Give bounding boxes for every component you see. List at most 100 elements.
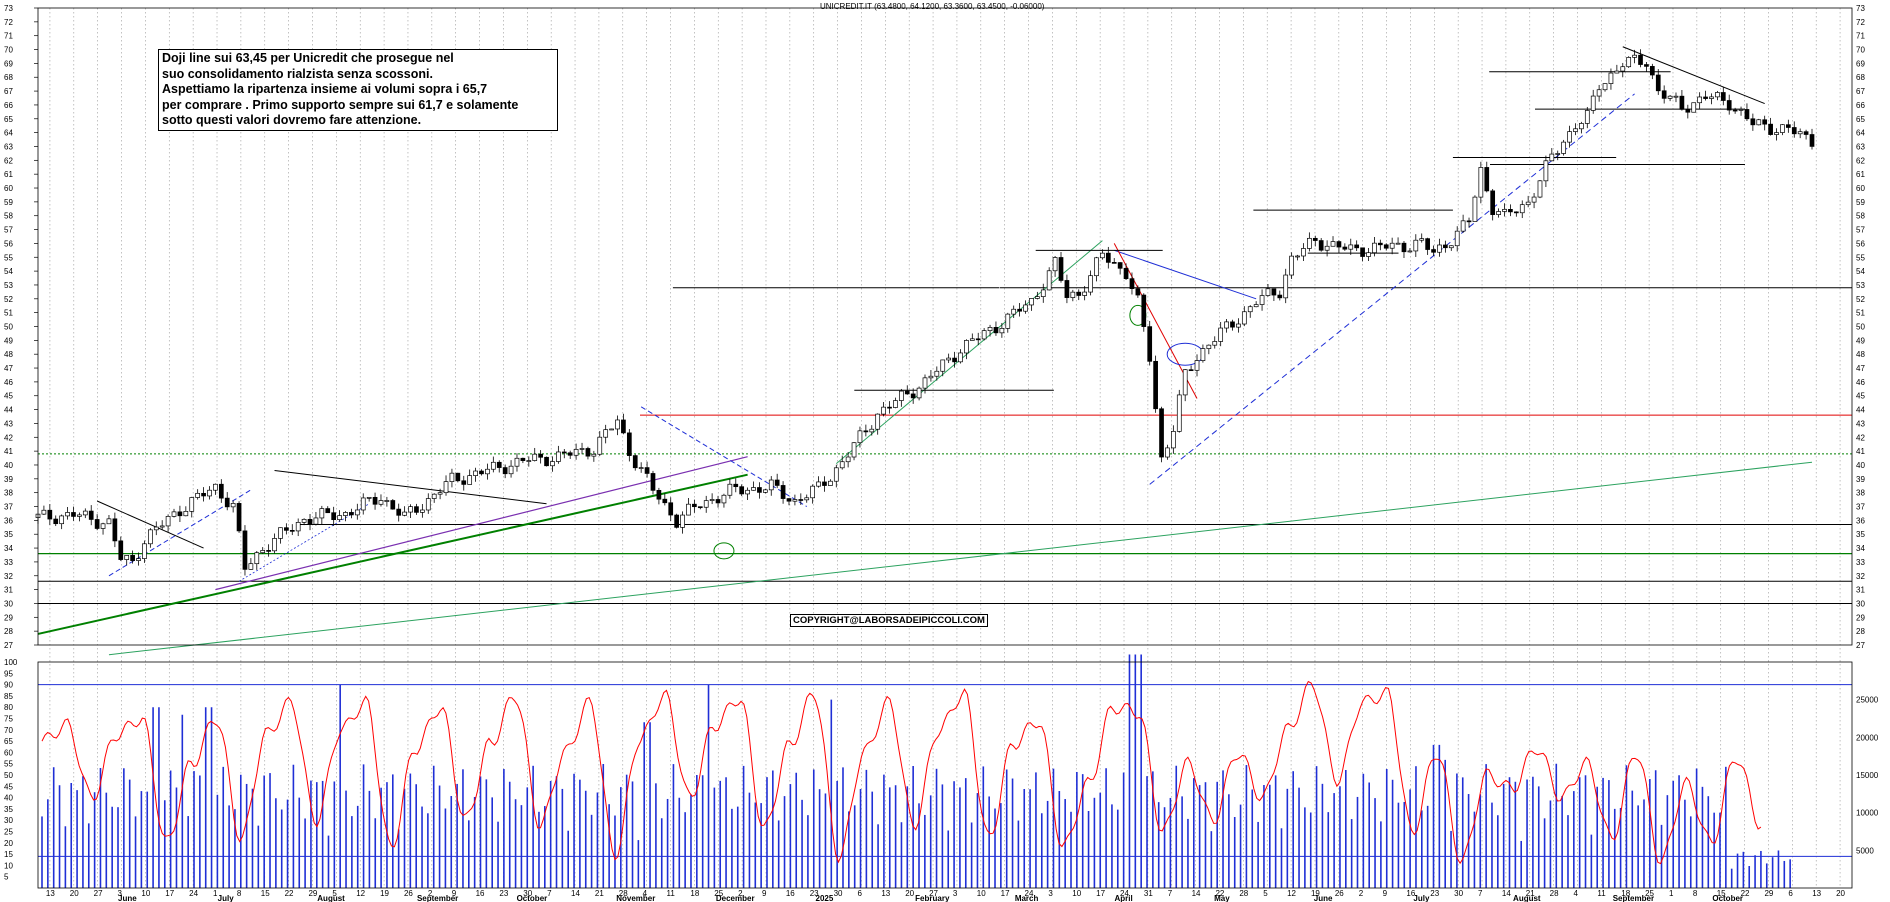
candle-body [1176, 394, 1182, 432]
y-tick-label-right: 42 [1856, 433, 1865, 442]
candle-body [603, 429, 609, 438]
candle-body [1318, 240, 1324, 251]
candle-body [313, 517, 319, 525]
candle-body [1413, 239, 1419, 252]
y-tick-label-right: 34 [1856, 544, 1865, 553]
y-tick-label-right: 57 [1856, 226, 1865, 235]
x-tick-label: 23 [810, 889, 819, 898]
x-tick-label: 29 [308, 889, 317, 898]
candle-body [1377, 242, 1383, 246]
candle-body [461, 480, 467, 485]
candle-body [390, 500, 396, 510]
candle-body [1513, 211, 1519, 214]
candle-body [1602, 83, 1608, 91]
candle-body [153, 526, 159, 531]
candle-body [437, 492, 443, 495]
candle-body [745, 489, 750, 495]
candle-body [136, 558, 141, 561]
y-tick-label-left: 28 [4, 627, 13, 636]
candle-body [337, 515, 342, 521]
y-tick-label-right: 49 [1856, 336, 1865, 345]
y-tick-label-left: 73 [4, 4, 13, 13]
x-tick-label: 7 [1168, 889, 1173, 898]
y-tick-label-left: 58 [4, 212, 13, 221]
candle-body [1265, 288, 1271, 296]
candle-body [378, 500, 384, 505]
candle-body [1531, 196, 1537, 203]
y-tick-label-left: 31 [4, 586, 13, 595]
candle-body [1236, 323, 1241, 328]
y-tick-label-right: 35 [1856, 530, 1865, 539]
y-tick-label-right: 41 [1856, 447, 1865, 456]
x-tick-label: 15 [1717, 889, 1726, 898]
candle-body [615, 419, 620, 430]
x-tick-label: 20 [1836, 889, 1845, 898]
candle-body [508, 465, 514, 475]
candle-body [851, 442, 857, 458]
candle-body [1661, 90, 1667, 99]
candle-body [609, 428, 614, 431]
month-label: July [218, 894, 235, 902]
candle-body [1182, 369, 1188, 396]
y-tick-label-right: 66 [1856, 101, 1865, 110]
candle-body [721, 494, 727, 504]
candle-body [668, 502, 674, 516]
candle-body [1803, 131, 1809, 135]
candle-body [1324, 245, 1330, 251]
y-tick-label-left: 35 [4, 530, 13, 539]
candle-body [1005, 313, 1011, 329]
y-tick-label-left: 51 [4, 309, 13, 318]
trend-line [215, 456, 748, 591]
y-tick-label-left: 38 [4, 489, 13, 498]
x-tick-label: 23 [1430, 889, 1439, 898]
y-tick-label-left: 70 [4, 46, 13, 55]
candle-body [1159, 408, 1164, 458]
candle-body [1750, 118, 1756, 126]
x-tick-label: 20 [70, 889, 79, 898]
candle-body [71, 512, 76, 517]
candle-body [1460, 220, 1466, 232]
candle-body [1466, 220, 1472, 223]
candle-body [189, 497, 195, 512]
candle-body [774, 479, 780, 486]
y-tick-label-right: 64 [1856, 129, 1865, 138]
x-tick-label: 6 [1788, 889, 1793, 898]
candle-body [301, 518, 307, 523]
y-tick-label-right: 45 [1856, 392, 1865, 401]
candle-body [1561, 141, 1566, 154]
x-tick-label: 31 [1144, 889, 1153, 898]
candle-body [1419, 238, 1425, 241]
candle-body [804, 497, 810, 501]
candle-body [1194, 360, 1200, 371]
oscillator-volume-pane [38, 654, 1852, 888]
candle-body [278, 527, 283, 539]
x-tick-label: 24 [189, 889, 198, 898]
candle-body [650, 473, 656, 491]
x-tick-label: 17 [165, 889, 174, 898]
candle-body [626, 432, 632, 456]
x-tick-label: 2 [428, 889, 433, 898]
candle-body [946, 357, 952, 361]
y-tick-label-left: 54 [4, 267, 13, 276]
x-tick-label: 1 [213, 889, 218, 898]
candle-body [1437, 244, 1442, 253]
y-tick-label-right: 50 [1856, 323, 1865, 332]
candle-body [354, 509, 360, 516]
x-tick-label: 14 [1192, 889, 1201, 898]
candle-body [213, 483, 218, 491]
candle-body [887, 406, 892, 409]
x-tick-label: 11 [667, 889, 676, 898]
candle-body [77, 514, 82, 517]
candle-body [284, 527, 289, 531]
x-tick-label: 3 [1048, 889, 1053, 898]
candle-body [1301, 248, 1306, 257]
x-tick-label: 19 [1311, 889, 1320, 898]
oscillator-line [41, 680, 1762, 865]
candle-body [1129, 278, 1135, 289]
candle-body [106, 518, 112, 525]
candle-body [319, 508, 325, 519]
osc-tick-label: 70 [4, 726, 13, 735]
y-tick-label-left: 69 [4, 59, 13, 68]
candle-body [41, 509, 47, 515]
candle-body [1407, 250, 1413, 253]
